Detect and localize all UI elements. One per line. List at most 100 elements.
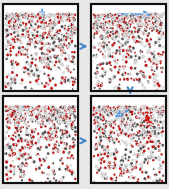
Circle shape <box>36 167 38 168</box>
Circle shape <box>103 121 104 122</box>
Circle shape <box>54 110 55 111</box>
Circle shape <box>42 20 43 21</box>
Circle shape <box>16 19 17 20</box>
Circle shape <box>159 115 162 117</box>
Circle shape <box>22 126 24 128</box>
Circle shape <box>149 19 150 20</box>
Circle shape <box>24 176 25 177</box>
Circle shape <box>19 165 20 166</box>
Circle shape <box>117 29 118 30</box>
Circle shape <box>20 166 21 167</box>
Circle shape <box>17 16 19 19</box>
Circle shape <box>6 170 7 172</box>
Circle shape <box>143 14 145 17</box>
Circle shape <box>73 111 74 113</box>
Circle shape <box>100 18 101 19</box>
Circle shape <box>141 106 143 108</box>
Circle shape <box>12 155 13 156</box>
Circle shape <box>141 16 143 18</box>
Circle shape <box>5 110 7 112</box>
Circle shape <box>22 119 23 120</box>
Circle shape <box>30 22 32 24</box>
Circle shape <box>118 141 120 143</box>
Circle shape <box>55 43 56 44</box>
Circle shape <box>55 22 56 23</box>
Circle shape <box>59 115 60 117</box>
Circle shape <box>8 107 9 108</box>
Circle shape <box>128 115 129 116</box>
Circle shape <box>153 155 154 156</box>
Circle shape <box>6 36 7 37</box>
Circle shape <box>131 144 132 145</box>
Circle shape <box>32 156 33 157</box>
Circle shape <box>16 134 17 135</box>
Circle shape <box>95 22 97 24</box>
Circle shape <box>43 110 44 111</box>
Circle shape <box>20 119 21 120</box>
Circle shape <box>68 152 69 153</box>
Circle shape <box>23 66 25 67</box>
Circle shape <box>67 119 68 121</box>
Circle shape <box>149 125 152 127</box>
Circle shape <box>39 13 41 15</box>
Circle shape <box>46 125 47 126</box>
Circle shape <box>10 170 12 173</box>
Circle shape <box>22 109 23 110</box>
Circle shape <box>115 18 116 20</box>
Circle shape <box>21 117 22 118</box>
Circle shape <box>112 31 113 32</box>
Circle shape <box>102 14 104 16</box>
Circle shape <box>7 129 9 131</box>
Circle shape <box>7 20 8 22</box>
Circle shape <box>57 18 59 20</box>
Circle shape <box>116 150 117 151</box>
Circle shape <box>9 119 10 120</box>
Circle shape <box>27 132 28 133</box>
Circle shape <box>71 14 73 15</box>
Circle shape <box>155 18 157 21</box>
Circle shape <box>27 51 28 52</box>
Circle shape <box>136 66 137 67</box>
Circle shape <box>51 133 53 135</box>
Circle shape <box>16 40 17 42</box>
Circle shape <box>18 119 20 121</box>
Circle shape <box>33 114 34 115</box>
Circle shape <box>71 16 73 17</box>
Circle shape <box>59 40 61 42</box>
Circle shape <box>109 131 110 133</box>
Circle shape <box>35 120 37 122</box>
Circle shape <box>150 15 151 16</box>
Circle shape <box>141 127 142 129</box>
Circle shape <box>131 106 133 108</box>
Circle shape <box>100 164 101 165</box>
Circle shape <box>101 84 102 86</box>
Circle shape <box>49 25 51 27</box>
Circle shape <box>155 55 156 56</box>
Circle shape <box>151 110 153 111</box>
Circle shape <box>122 107 125 109</box>
Circle shape <box>114 18 115 19</box>
Circle shape <box>67 110 69 111</box>
Circle shape <box>60 79 61 81</box>
Circle shape <box>42 110 43 111</box>
Circle shape <box>149 117 151 120</box>
Circle shape <box>5 147 7 150</box>
Circle shape <box>48 140 49 141</box>
Circle shape <box>63 15 64 17</box>
Circle shape <box>142 53 143 54</box>
Circle shape <box>38 66 39 68</box>
Circle shape <box>153 77 155 80</box>
Circle shape <box>127 135 128 136</box>
Circle shape <box>140 140 141 141</box>
Circle shape <box>126 127 127 128</box>
Circle shape <box>112 32 113 33</box>
Circle shape <box>48 174 49 175</box>
Circle shape <box>34 23 37 25</box>
Circle shape <box>70 29 71 30</box>
Circle shape <box>41 27 42 28</box>
Circle shape <box>55 148 56 150</box>
Circle shape <box>34 115 35 116</box>
Circle shape <box>148 123 149 124</box>
Circle shape <box>105 176 107 177</box>
Circle shape <box>121 17 122 18</box>
